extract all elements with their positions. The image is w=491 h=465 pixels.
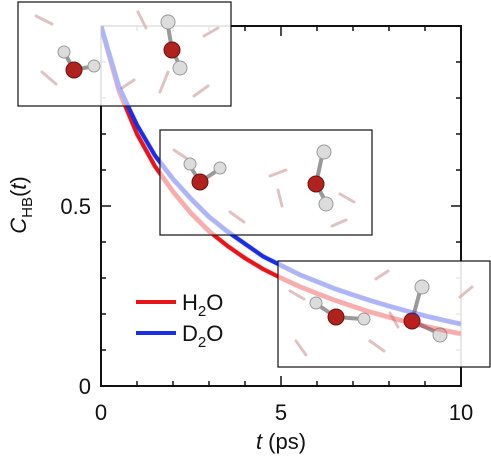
water-molecule-icon [160, 14, 188, 76]
water-molecule-icon [183, 157, 227, 191]
snapshot-inset-1 [17, 1, 232, 107]
water-molecule-icon [307, 144, 334, 212]
x-tick-label: 5 [275, 400, 287, 425]
legend-label-h2o: H2O [182, 290, 223, 320]
y-tick-label: 0.5 [60, 194, 91, 219]
snapshot-inset-2 [159, 129, 373, 236]
legend-label-d2o: D2O [182, 321, 223, 351]
water-molecule-icon [57, 45, 101, 79]
y-axis-title: CHB(t) [6, 176, 36, 234]
x-axis-title: t (ps) [256, 429, 306, 454]
legend: H2O D2O [136, 290, 223, 351]
x-tick-label: 10 [449, 400, 473, 425]
x-tick-label: 0 [95, 400, 107, 425]
axis-ticks: 0 5 10 0 0.5 [60, 25, 473, 425]
water-molecule-icon [309, 296, 371, 326]
series-line-faded-d2o [101, 26, 461, 327]
series-line-faded-h2o [101, 26, 461, 337]
snapshot-inset-3 [277, 260, 491, 368]
water-molecule-icon [403, 279, 448, 343]
y-tick-label: 0 [79, 374, 91, 399]
series-overlay [101, 26, 461, 337]
